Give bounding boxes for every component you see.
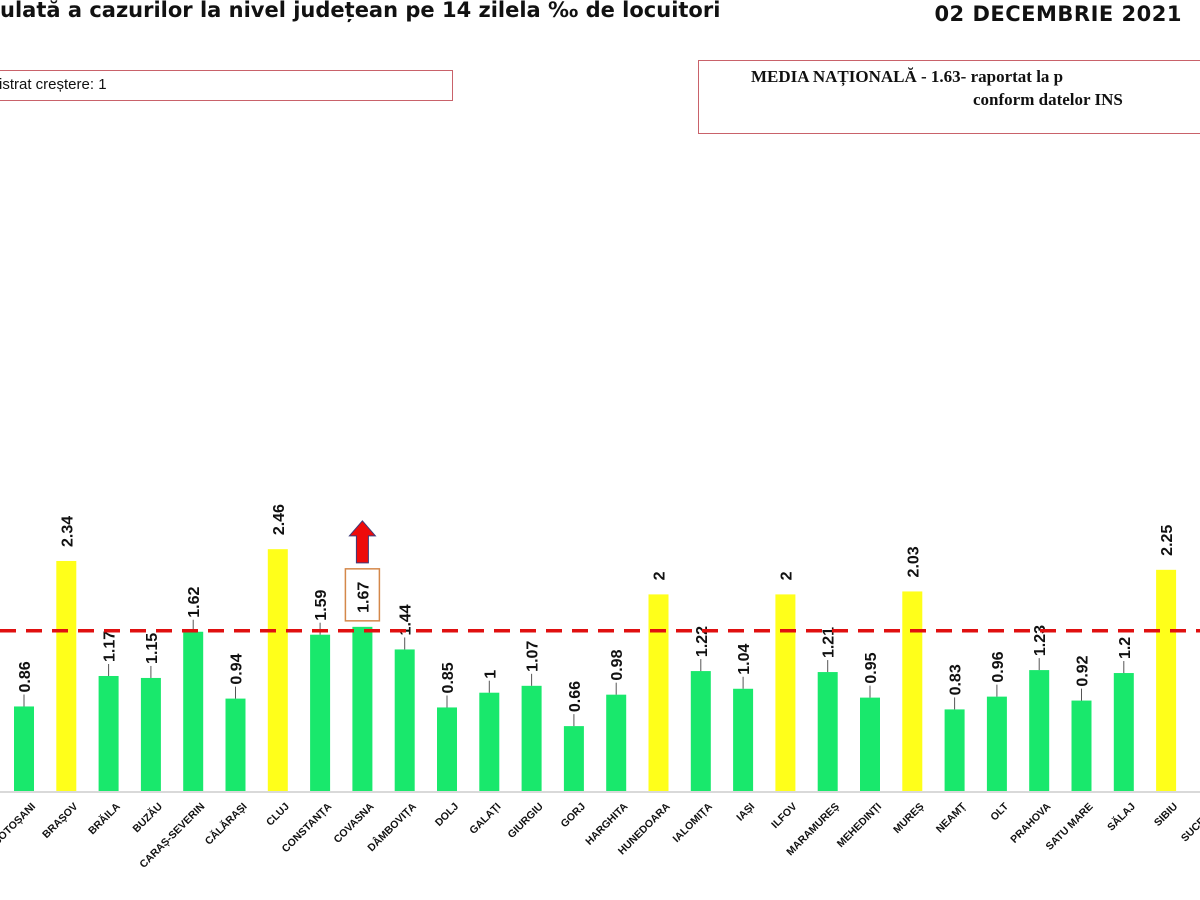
bar-prahova: [1029, 670, 1050, 791]
value-label: 1.59: [313, 589, 330, 620]
value-label: 2: [778, 571, 795, 580]
bar-dolj: [437, 707, 457, 791]
bar-maramureș: [817, 672, 838, 791]
bar-sălaj: [1113, 673, 1134, 791]
category-label: NEAMȚ: [934, 800, 969, 835]
value-label: 0.94: [229, 653, 246, 684]
value-label: 1.2: [1117, 637, 1134, 659]
bar-gorj: [563, 726, 584, 791]
bar-ilfov: [775, 594, 796, 791]
value-label: 1.62: [186, 587, 203, 618]
value-label: 1.22: [694, 626, 711, 657]
category-label: BOTOȘANI: [0, 801, 38, 849]
bar-dâmbovița: [394, 649, 415, 791]
value-label: 0.83: [948, 664, 965, 695]
bar-botoșani: [14, 706, 34, 791]
up-arrow-icon: [348, 520, 377, 564]
category-label: CĂLĂRAȘI: [202, 800, 250, 848]
report-date: 02 DECEMBRIE 2021: [934, 2, 1182, 26]
value-label: 1: [482, 670, 499, 679]
category-label: BRAȘOV: [40, 801, 80, 841]
bar-buzău: [140, 677, 161, 791]
bar-giurgiu: [521, 685, 542, 791]
chart-title: ulată a cazurilor la nivel județean pe 1…: [0, 0, 721, 22]
bar-caraș-severin: [183, 631, 204, 791]
category-label: COVASNA: [331, 800, 376, 845]
bar-ialomița: [690, 671, 711, 791]
bar-galați: [479, 692, 500, 791]
value-label: 1.04: [736, 644, 753, 675]
bar-brașov: [56, 560, 77, 791]
category-label: MUREȘ: [891, 801, 926, 836]
category-label: OLT: [988, 800, 1011, 823]
value-label: 0.98: [609, 649, 626, 680]
bar-cluj: [267, 549, 288, 791]
value-label: 0.95: [863, 652, 880, 683]
bar-mehedinți: [860, 697, 880, 791]
category-label: GIURGIU: [505, 801, 545, 841]
category-label: BRĂILA: [85, 800, 123, 838]
value-label: 1.21: [821, 627, 838, 658]
national-average-source: conform datelor INS: [973, 90, 1123, 109]
bar-neamț: [944, 709, 965, 791]
bar-călărași: [225, 698, 246, 791]
category-label: BUZĂU: [130, 800, 165, 835]
value-label: 2: [652, 571, 669, 580]
value-label: 2.25: [1159, 525, 1176, 556]
value-label: 2.03: [905, 546, 922, 577]
category-label: GALAȚI: [467, 801, 503, 837]
value-label: 1.23: [1032, 625, 1049, 656]
category-label: SUCEAVA: [1179, 800, 1200, 844]
value-label: 0.96: [990, 651, 1007, 682]
bar-mureș: [902, 591, 923, 791]
category-label: IAȘI: [734, 801, 757, 824]
category-label: ILFOV: [769, 801, 799, 831]
category-label: CLUJ: [264, 801, 292, 829]
value-label: 1.67: [355, 582, 372, 613]
category-label: MEHEDINȚI: [835, 801, 884, 850]
category-label: DOLJ: [433, 801, 461, 829]
increase-info-box: istrat creștere: 1: [0, 70, 453, 101]
category-label: GORJ: [558, 801, 588, 831]
value-label: 0.86: [17, 661, 34, 692]
bar-covasna: [352, 626, 373, 791]
value-label: 0.66: [567, 681, 584, 712]
value-label: 2.46: [271, 504, 288, 535]
bar-constanța: [310, 634, 331, 791]
value-label: 0.92: [1075, 655, 1092, 686]
bar-satu mare: [1071, 700, 1092, 791]
value-label: 1.07: [525, 641, 542, 672]
bar-hunedoara: [648, 594, 669, 791]
bar-brăila: [98, 675, 119, 791]
highlight-box: [344, 568, 381, 622]
value-label: 1.44: [398, 604, 415, 635]
value-label: 1.15: [144, 633, 161, 664]
category-label: SĂLAJ: [1104, 800, 1138, 834]
bar-harghita: [606, 694, 627, 791]
national-average-box: MEDIA NAȚIONALĂ - 1.63- raportat la p co…: [698, 60, 1200, 134]
bar-iași: [733, 688, 754, 791]
bar-olt: [986, 696, 1007, 791]
value-label: 1.17: [102, 631, 119, 662]
category-label: PRAHOVA: [1008, 800, 1053, 845]
category-label: SIBIU: [1152, 801, 1180, 829]
value-label: 0.85: [440, 662, 457, 693]
category-label: IALOMIȚA: [671, 800, 716, 845]
national-average-text: MEDIA NAȚIONALĂ - 1.63- raportat la p: [751, 67, 1064, 86]
value-label: 2.34: [59, 516, 76, 547]
bar-sibiu: [1156, 569, 1177, 791]
